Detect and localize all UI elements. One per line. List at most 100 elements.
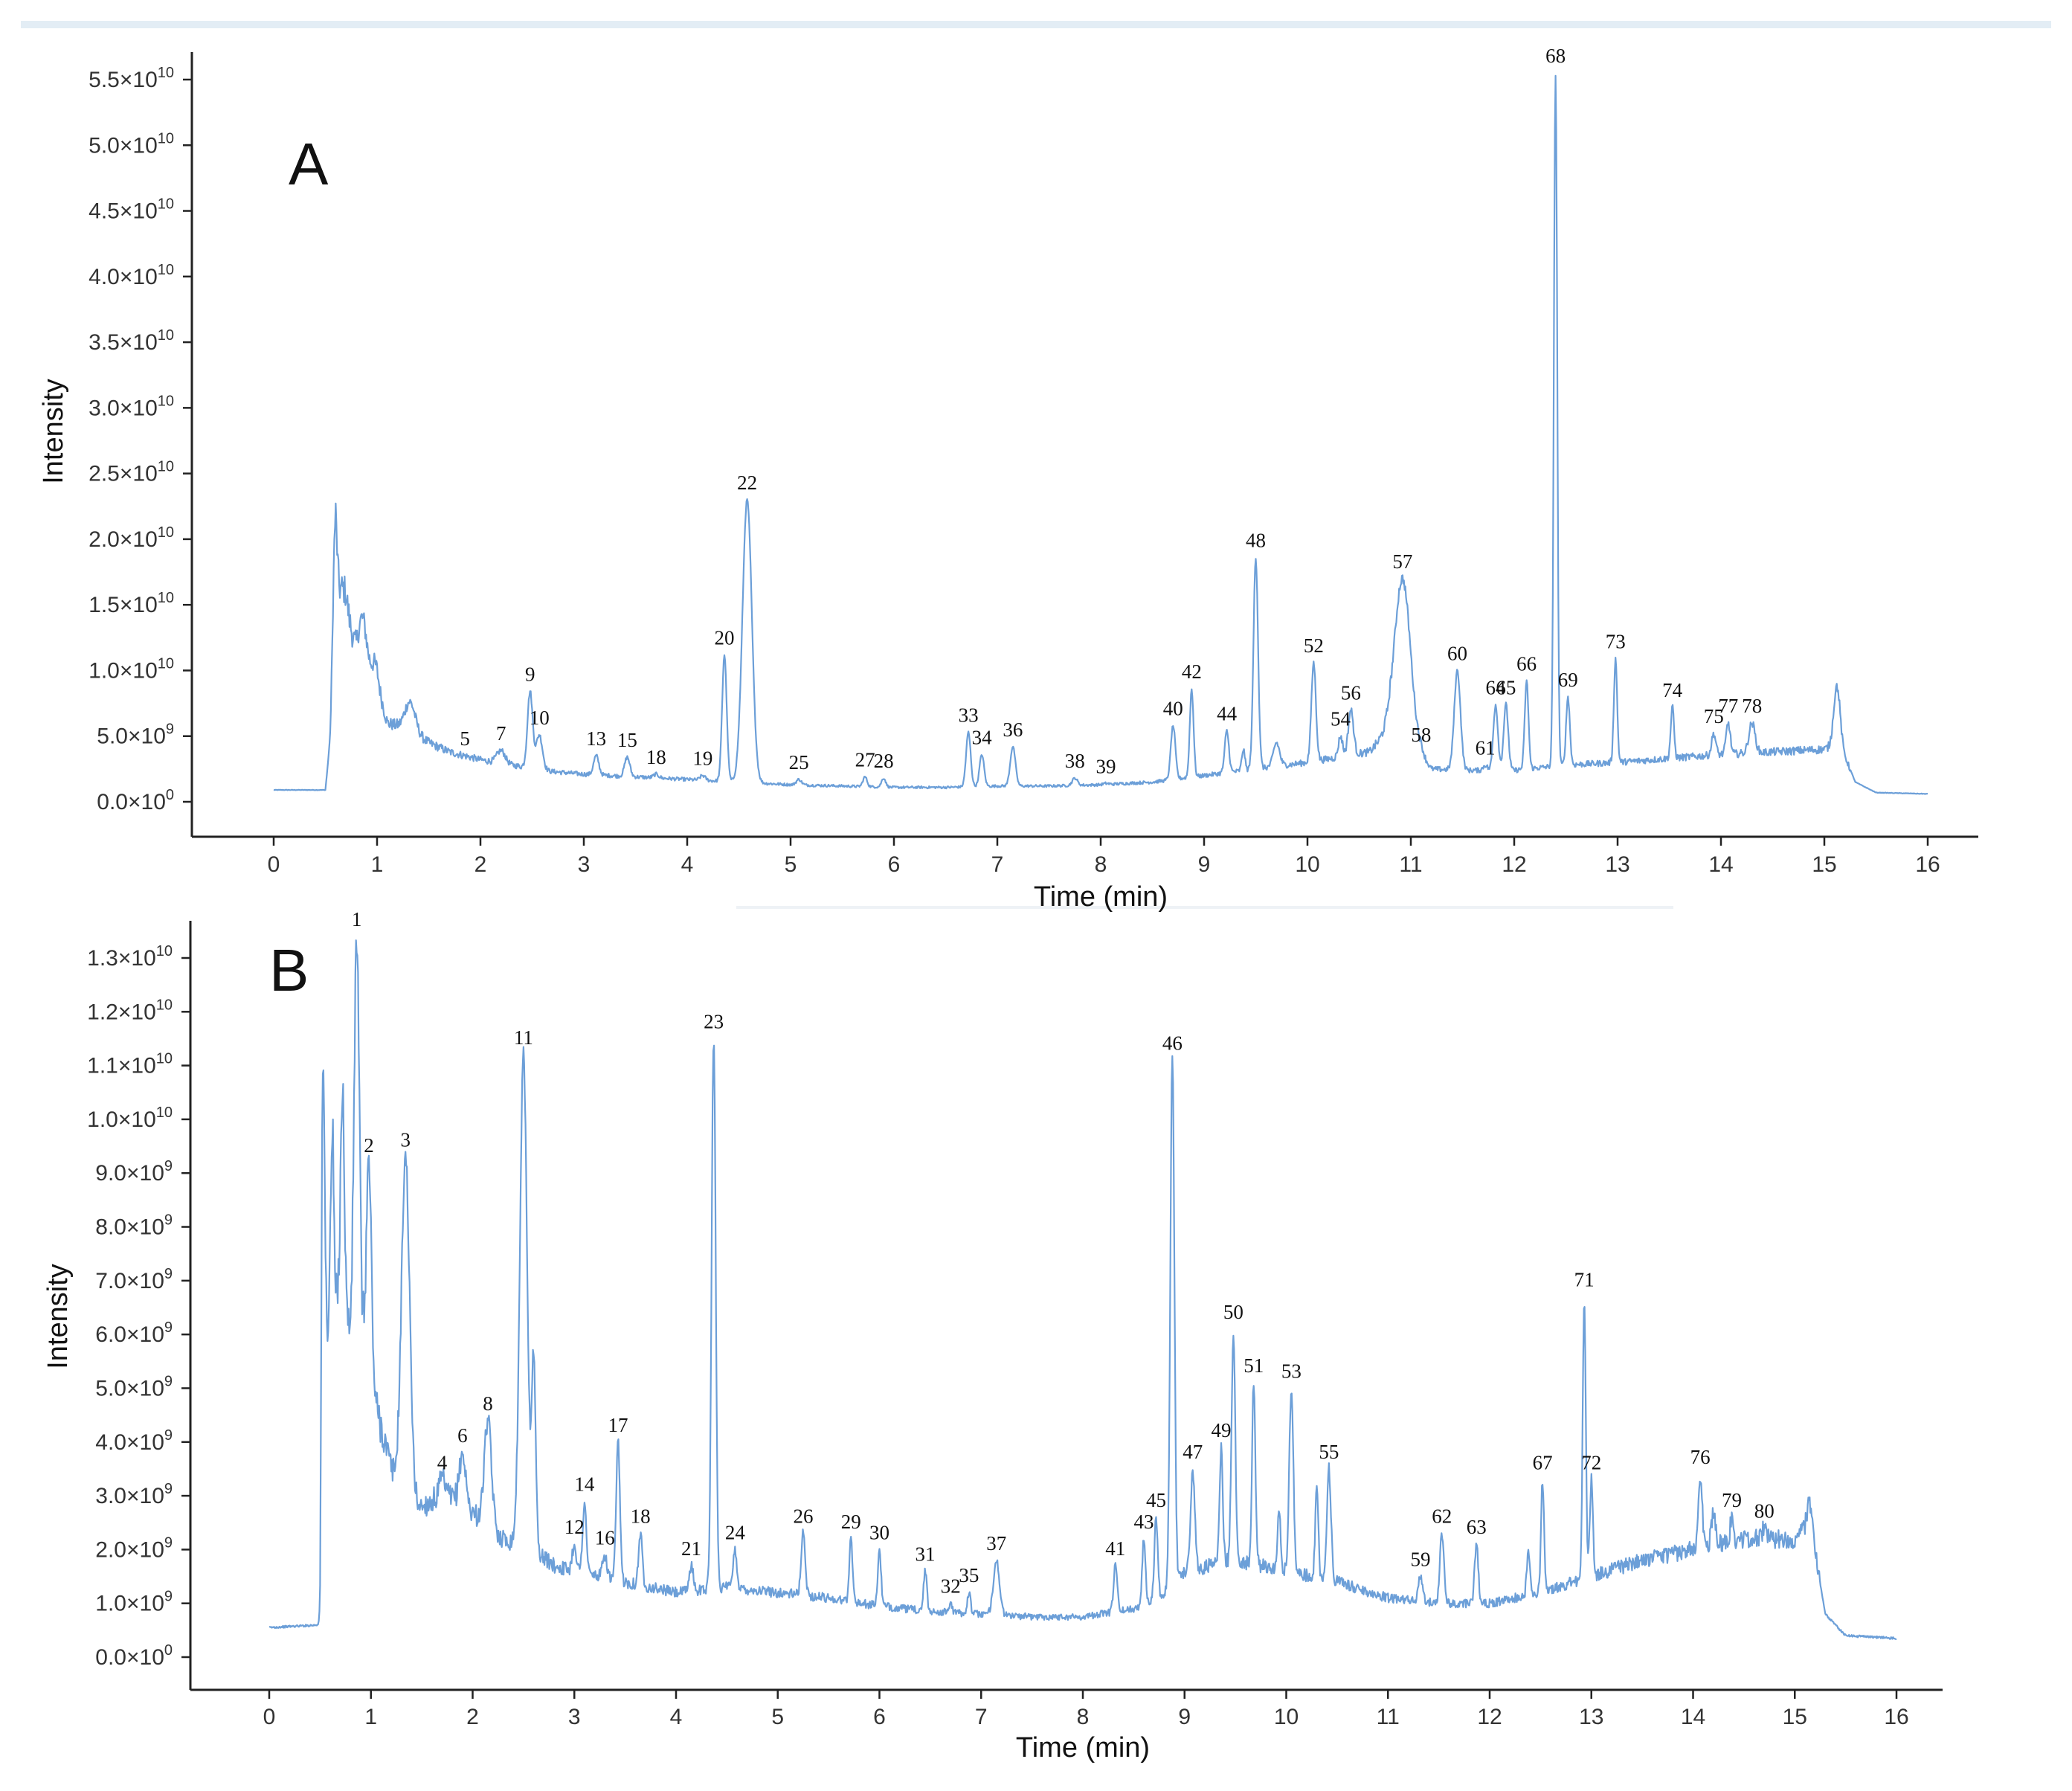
peak-label-36: 36 — [1003, 718, 1023, 741]
y-tick-label: 1.0×109 — [95, 1589, 173, 1616]
y-tick-label: 9.0×109 — [95, 1158, 173, 1186]
peak-label-3: 3 — [400, 1129, 411, 1151]
peak-label-23: 23 — [704, 1010, 724, 1032]
peak-label-10: 10 — [530, 707, 550, 729]
y-tick-label: 3.0×1010 — [89, 393, 174, 420]
peak-label-2: 2 — [364, 1134, 374, 1157]
x-tick-label: 1 — [364, 1705, 377, 1729]
x-tick-label: 16 — [1915, 852, 1940, 877]
peak-label-9: 9 — [525, 663, 535, 686]
x-tick-label: 1 — [371, 852, 384, 877]
peak-label-62: 62 — [1432, 1505, 1452, 1528]
peak-label-80: 80 — [1754, 1499, 1775, 1522]
peak-label-15: 15 — [617, 729, 637, 751]
peak-label-69: 69 — [1558, 669, 1578, 691]
peak-label-75: 75 — [1704, 705, 1724, 727]
peak-label-39: 39 — [1095, 755, 1116, 777]
peak-label-21: 21 — [681, 1537, 701, 1560]
x-axis-title: Time (min) — [1034, 881, 1168, 913]
x-tick-label: 5 — [771, 1705, 784, 1729]
peak-label-47: 47 — [1183, 1441, 1203, 1463]
peak-label-78: 78 — [1742, 695, 1762, 717]
x-tick-label: 13 — [1579, 1705, 1603, 1729]
peak-label-37: 37 — [986, 1532, 1006, 1554]
peak-label-14: 14 — [574, 1473, 595, 1495]
y-tick-label: 4.5×1010 — [89, 196, 174, 224]
peak-label-44: 44 — [1217, 703, 1238, 725]
peak-label-34: 34 — [972, 726, 993, 748]
peak-label-17: 17 — [608, 1414, 628, 1436]
top-border-bar — [21, 21, 2051, 28]
panel-label: A — [289, 131, 329, 197]
y-tick-label: 1.1×1010 — [87, 1051, 173, 1078]
peak-label-7: 7 — [496, 722, 506, 745]
peak-label-56: 56 — [1341, 681, 1361, 704]
peak-label-61: 61 — [1476, 737, 1496, 759]
x-tick-label: 4 — [681, 852, 694, 877]
peak-label-77: 77 — [1718, 695, 1738, 717]
y-tick-label: 1.0×1010 — [89, 655, 174, 683]
x-tick-label: 12 — [1477, 1705, 1502, 1729]
x-tick-label: 3 — [568, 1705, 581, 1729]
x-tick-label: 7 — [991, 852, 1004, 877]
peak-label-25: 25 — [789, 751, 809, 774]
peak-label-65: 65 — [1496, 676, 1516, 698]
x-tick-label: 6 — [888, 852, 901, 877]
peak-label-13: 13 — [586, 727, 606, 750]
y-tick-label: 2.0×109 — [95, 1534, 173, 1562]
peak-label-49: 49 — [1211, 1419, 1231, 1441]
x-tick-label: 14 — [1708, 852, 1733, 877]
peak-label-73: 73 — [1606, 631, 1626, 653]
x-tick-label: 11 — [1377, 1705, 1400, 1729]
chromatogram-trace — [268, 939, 1897, 1640]
x-tick-label: 3 — [578, 852, 591, 877]
peak-label-38: 38 — [1065, 750, 1085, 772]
x-tick-label: 6 — [873, 1705, 886, 1729]
peak-label-74: 74 — [1662, 679, 1683, 701]
peak-label-35: 35 — [959, 1564, 979, 1586]
chart-panel-a: 0 1 2 3 4 5 6 7 8 9 10 11 12 13 14 15 160.0×1005.0×1091.… — [38, 45, 1978, 913]
peak-label-16: 16 — [595, 1527, 615, 1549]
peak-label-46: 46 — [1162, 1032, 1183, 1054]
peak-label-22: 22 — [737, 472, 757, 494]
peak-label-26: 26 — [793, 1505, 813, 1528]
peak-label-12: 12 — [564, 1516, 585, 1538]
x-tick-label: 10 — [1274, 1705, 1299, 1729]
peak-label-4: 4 — [437, 1451, 448, 1473]
y-axis-title: Intensity — [38, 379, 69, 484]
peak-label-72: 72 — [1581, 1451, 1601, 1473]
y-axis-title: Intensity — [42, 1264, 74, 1369]
peak-label-60: 60 — [1447, 642, 1467, 664]
y-tick-label: 5.5×1010 — [89, 65, 174, 92]
peak-label-45: 45 — [1146, 1489, 1166, 1511]
peak-label-43: 43 — [1134, 1511, 1154, 1533]
peak-label-31: 31 — [916, 1543, 936, 1565]
peak-label-11: 11 — [514, 1026, 533, 1049]
y-tick-label: 5.0×109 — [95, 1373, 173, 1401]
chart-panel-b: 0 1 2 3 4 5 6 7 8 9 10 11 12 13 14 15 160.0×1001.0×1092.… — [42, 908, 1943, 1763]
peak-label-52: 52 — [1304, 634, 1324, 657]
y-tick-label: 0.0×100 — [95, 1642, 173, 1670]
y-tick-label: 3.0×109 — [95, 1481, 173, 1508]
x-tick-label: 4 — [670, 1705, 683, 1729]
x-tick-label: 15 — [1812, 852, 1836, 877]
peak-label-63: 63 — [1467, 1516, 1487, 1538]
x-tick-label: 10 — [1295, 852, 1319, 877]
x-tick-label: 5 — [785, 852, 797, 877]
y-tick-label: 5.0×109 — [97, 721, 174, 749]
peak-label-30: 30 — [869, 1521, 889, 1543]
peak-label-55: 55 — [1319, 1441, 1339, 1463]
y-tick-label: 1.3×1010 — [87, 943, 173, 971]
x-tick-label: 13 — [1605, 852, 1629, 877]
y-tick-label: 6.0×109 — [95, 1319, 173, 1347]
peak-label-24: 24 — [725, 1521, 746, 1543]
x-tick-label: 16 — [1884, 1705, 1908, 1729]
x-tick-label: 14 — [1681, 1705, 1705, 1729]
peak-label-40: 40 — [1163, 698, 1183, 720]
peak-label-6: 6 — [457, 1424, 468, 1447]
y-tick-label: 2.0×1010 — [89, 524, 174, 552]
x-tick-label: 9 — [1198, 852, 1211, 877]
y-tick-label: 5.0×1010 — [89, 130, 174, 158]
y-tick-label: 1.5×1010 — [89, 590, 174, 617]
